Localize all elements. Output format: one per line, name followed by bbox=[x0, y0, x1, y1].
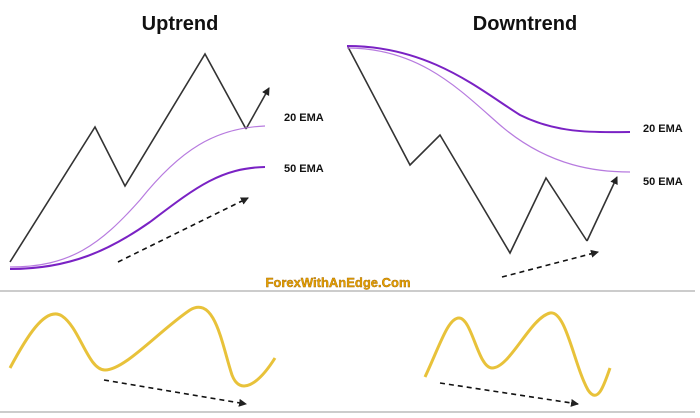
downtrend-dashed-arrow-icon bbox=[501, 249, 599, 278]
downtrend-ema-20-line bbox=[346, 45, 631, 134]
uptrend-arrow-icon bbox=[245, 87, 270, 130]
uptrend-price-line bbox=[9, 52, 247, 263]
uptrend-ema-50-line bbox=[9, 166, 266, 270]
downtrend-oscillator-dashed-arrow-icon bbox=[439, 382, 579, 407]
uptrend-ema-20-label: 20 EMA bbox=[284, 112, 324, 124]
downtrend-title: Downtrend bbox=[473, 13, 577, 35]
uptrend-ema-50-label: 50 EMA bbox=[284, 163, 324, 175]
downtrend-ema-50-line bbox=[346, 47, 631, 173]
uptrend-oscillator-dashed-arrow-icon bbox=[103, 379, 247, 407]
uptrend-oscillator-line bbox=[8, 305, 277, 388]
downtrend-arrow-icon bbox=[586, 176, 618, 242]
uptrend-dashed-arrow-icon bbox=[117, 197, 249, 263]
downtrend-price-line bbox=[347, 46, 588, 255]
downtrend-ema-20-label: 20 EMA bbox=[643, 123, 683, 135]
downtrend-oscillator-line bbox=[423, 311, 612, 397]
downtrend-ema-50-label: 50 EMA bbox=[643, 176, 683, 188]
watermark-text: ForexWithAnEdge.Com bbox=[265, 275, 410, 290]
uptrend-title: Uptrend bbox=[142, 13, 219, 35]
uptrend-ema-20-line bbox=[9, 125, 266, 268]
